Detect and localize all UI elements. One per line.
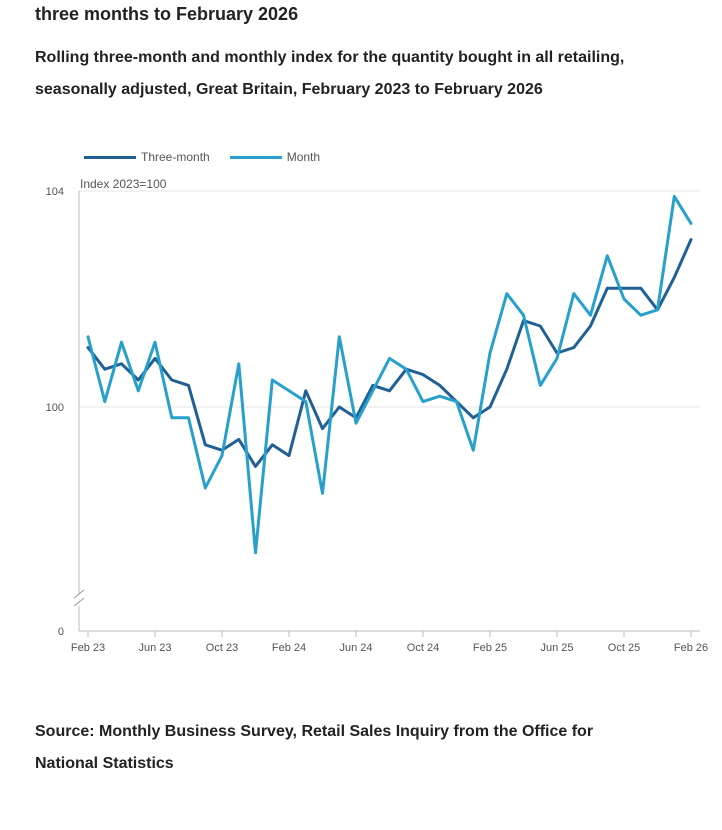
legend-swatch-three-month [84, 155, 136, 159]
y-tick-label-0: 0 [58, 626, 64, 638]
legend-item-three-month[interactable]: Three-month [84, 150, 210, 164]
x-tick-label-0: Feb 23 [71, 642, 105, 654]
y-tick-label-100: 100 [46, 402, 64, 414]
x-tick-label-3: Feb 24 [272, 642, 306, 654]
x-tick-label-2: Oct 23 [206, 642, 238, 654]
x-tick-label-1: Jun 23 [138, 642, 171, 654]
line-chart: 104 100 0 Index 2023=100 Feb 23 Jun 23 Oct 23 F… [46, 177, 708, 654]
source-note: Source: Monthly Business Survey, Retail … [35, 723, 594, 772]
chart-title: Rolling three-month and monthly index fo… [35, 49, 625, 98]
x-tick-label-6: Feb 25 [473, 642, 507, 654]
legend-item-month[interactable]: Month [229, 150, 321, 164]
axis-break-mark-1 [73, 589, 85, 599]
legend-swatch-month [229, 155, 282, 159]
legend-label-three-month: Three-month [141, 150, 210, 164]
x-tick-label-4: Jun 24 [339, 642, 372, 654]
axis-break-mark-2 [73, 597, 85, 607]
y-tick-label-104: 104 [46, 186, 64, 198]
x-tick-label-5: Oct 24 [407, 642, 439, 654]
chart-legend: Three-month Month [84, 150, 340, 164]
x-tick-label-7: Jun 25 [540, 642, 573, 654]
x-tick-label-9: Feb 26 [674, 642, 708, 654]
legend-label-month: Month [286, 150, 321, 164]
page-heading: three months to February 2026 [35, 4, 299, 24]
series-line-three-month [86, 238, 693, 468]
x-tick-label-8: Oct 25 [608, 642, 640, 654]
series-line-month [86, 194, 693, 555]
y-axis-label: Index 2023=100 [80, 177, 167, 191]
